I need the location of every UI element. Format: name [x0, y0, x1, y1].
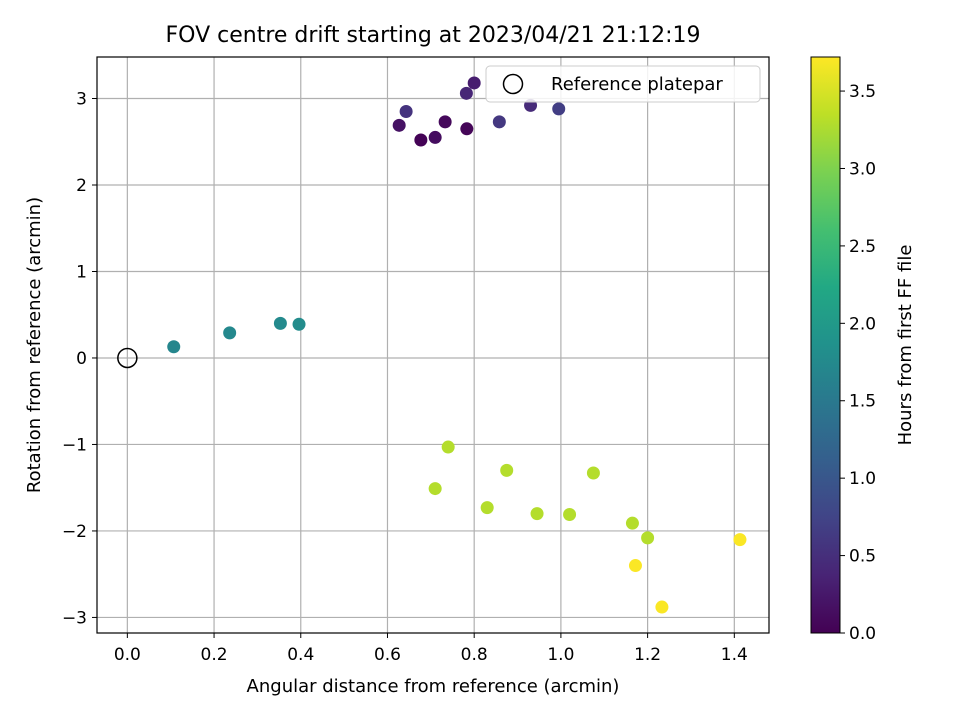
y-tick-label: 2 [76, 176, 87, 196]
x-tick-label: 0.6 [374, 645, 401, 665]
y-tick-label: 3 [76, 90, 87, 110]
colorbar-tick-label: 2.5 [849, 237, 876, 257]
data-point [552, 102, 566, 116]
data-point [628, 559, 642, 573]
data-point [414, 133, 428, 147]
colorbar-tick-label: 0.5 [849, 547, 876, 567]
colorbar-tick-label: 0.0 [849, 624, 876, 644]
x-tick-label: 0.0 [114, 645, 141, 665]
x-axis-ticks: 0.0 0.2 0.4 0.6 0.8 1.0 1.2 1.4 [114, 633, 748, 665]
plot-frame [96, 56, 770, 634]
x-axis-label: Angular distance from reference (arcmin) [247, 676, 620, 697]
y-tick-label: 1 [76, 262, 87, 282]
y-axis-ticks: −3 −2 −1 0 1 2 3 [62, 90, 97, 628]
colorbar-label: Hours from first FF file [895, 245, 916, 446]
grid [97, 57, 769, 633]
data-point [733, 533, 747, 547]
data-point [428, 130, 442, 144]
x-tick-label: 1.0 [547, 645, 574, 665]
colorbar-tick-label: 3.5 [849, 82, 876, 102]
legend: Reference platepar [485, 65, 761, 103]
data-point [273, 316, 287, 330]
x-tick-label: 1.4 [721, 645, 748, 665]
y-tick-label: 0 [76, 349, 87, 369]
data-point [467, 76, 481, 90]
legend-reference-marker [502, 73, 524, 95]
data-point [438, 115, 452, 129]
data-point [459, 86, 473, 100]
data-point [399, 104, 413, 118]
data-point [167, 340, 181, 354]
colorbar [810, 56, 841, 634]
x-tick-label: 0.8 [461, 645, 488, 665]
data-point [625, 516, 639, 530]
data-point [500, 463, 514, 477]
data-point [586, 466, 600, 480]
data-point [480, 501, 494, 515]
data-point [655, 600, 669, 614]
data-point [392, 118, 406, 132]
legend-box [485, 65, 761, 103]
data-point [460, 122, 474, 136]
data-point [530, 507, 544, 521]
colorbar-tick-label: 2.0 [849, 314, 876, 334]
colorbar-tick-label: 1.5 [849, 392, 876, 412]
y-axis-label: Rotation from reference (arcmin) [24, 197, 45, 493]
y-tick-label: −2 [62, 522, 87, 542]
colorbar-tick-label: 3.0 [849, 159, 876, 179]
chart-title: FOV centre drift starting at 2023/04/21 … [166, 23, 701, 48]
data-point [223, 326, 237, 340]
x-tick-label: 0.2 [201, 645, 228, 665]
y-tick-label: −1 [62, 435, 87, 455]
legend-entry-reference: Reference platepar [551, 74, 723, 95]
data-points [167, 76, 747, 614]
reference-layer [117, 347, 138, 369]
data-point [292, 317, 306, 331]
colorbar-tick-label: 1.0 [849, 469, 876, 489]
data-point [441, 440, 455, 454]
data-point [428, 482, 442, 496]
y-tick-label: −3 [62, 608, 87, 628]
x-tick-label: 0.4 [287, 645, 314, 665]
x-tick-label: 1.2 [634, 645, 661, 665]
data-point [563, 508, 577, 522]
data-point [641, 531, 655, 545]
colorbar-ticks: 0.0 0.5 1.0 1.5 2.0 2.5 3.0 3.5 [840, 82, 876, 644]
reference-point-marker [117, 347, 138, 369]
data-point [492, 115, 506, 129]
